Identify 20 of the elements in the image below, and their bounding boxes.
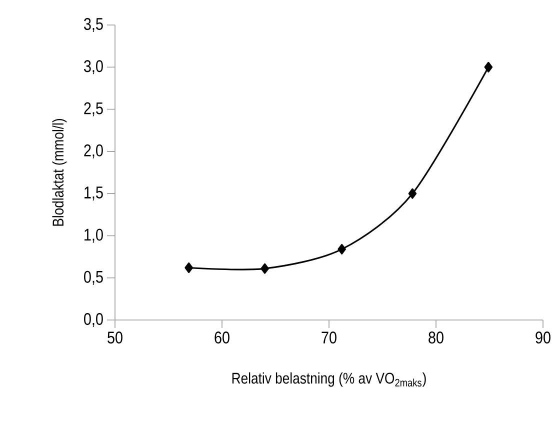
x-tick-label: 50 bbox=[108, 332, 122, 344]
y-tick-label: 3,5 bbox=[84, 18, 103, 32]
y-tick-label: 3,0 bbox=[84, 60, 103, 74]
point bbox=[408, 188, 417, 199]
x-tick-label: 90 bbox=[536, 332, 550, 344]
point bbox=[260, 263, 269, 274]
y-tick-label: 2,5 bbox=[84, 102, 103, 116]
point bbox=[484, 62, 493, 72]
point bbox=[184, 262, 193, 274]
y-tick-label: 1,5 bbox=[84, 186, 103, 200]
point bbox=[338, 244, 346, 254]
x-tick-label: 70 bbox=[322, 332, 336, 344]
x-tick-label: 60 bbox=[214, 332, 230, 344]
x-axis-title: Relativ belastning (% av VO$_{2maks}$) bbox=[232, 372, 426, 387]
y-tick-label: 1,0 bbox=[84, 228, 103, 243]
y-axis-title: Blodlaktat (mmol/l) bbox=[52, 118, 67, 226]
y-tick-label: 0,0 bbox=[84, 313, 103, 327]
y-tick-label: 0,5 bbox=[84, 270, 103, 285]
y-tick-label: 2,0 bbox=[84, 144, 103, 158]
x-tick-label: 80 bbox=[428, 332, 444, 344]
